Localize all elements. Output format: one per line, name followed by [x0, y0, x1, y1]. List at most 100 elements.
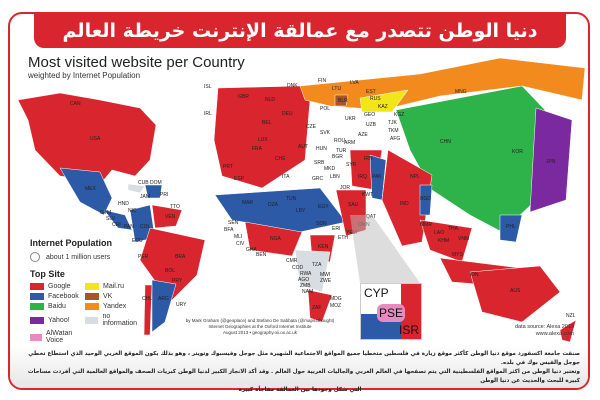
country-label: TJK	[388, 120, 398, 126]
legend-label: Google	[48, 283, 71, 290]
country-label: SRB	[314, 160, 325, 166]
country-label: AUS	[510, 288, 521, 294]
country-label: ISL	[204, 84, 212, 90]
data-source-label: data source: Alexa 2013	[515, 324, 575, 330]
country-label: MAR	[242, 200, 254, 206]
country-label: TZA	[312, 262, 322, 268]
map-subtitle: weighted by Internet Population	[28, 71, 141, 80]
country-label: LTU	[332, 86, 341, 92]
country-label: GRC	[312, 176, 324, 182]
legend-label: Baidu	[48, 303, 66, 310]
inset-label-pse: PSE	[379, 306, 404, 320]
country-label: PRT	[223, 164, 233, 170]
country-label: EGY	[318, 204, 329, 210]
legend-item: Yandex	[85, 303, 145, 310]
hexagon-cluster-icon	[30, 252, 40, 262]
country-label: MMR	[420, 222, 432, 228]
country-label: ECU	[132, 238, 143, 244]
country-label: GBR	[238, 94, 249, 100]
country-label: POL	[320, 106, 330, 112]
legend-label: VK	[103, 293, 113, 300]
country-label: IND	[400, 201, 409, 207]
legend-label: AlWatan Voice	[46, 330, 73, 344]
legend-item: AlWatan Voice	[30, 330, 85, 344]
legend-label: Yahoo!	[48, 316, 70, 324]
country-label: SYR	[346, 162, 357, 168]
country-label: MKD	[324, 166, 336, 172]
country-label: PER	[138, 254, 149, 260]
article-panel	[10, 345, 588, 388]
country-label: DNK	[287, 83, 298, 89]
country-label: UZB	[366, 122, 377, 128]
region-japan	[529, 107, 573, 213]
country-label: BGR	[332, 154, 343, 160]
region-india	[381, 149, 433, 247]
country-label: MNG	[455, 89, 467, 95]
country-label: TUN	[286, 196, 297, 202]
region-belarus	[334, 94, 349, 107]
country-label: MOZ	[330, 303, 341, 309]
country-label: TTO	[170, 204, 180, 210]
country-label: TUR	[336, 148, 347, 154]
credits-institute: Internet Geographies at the Oxford Inter…	[208, 324, 312, 329]
region-philippines	[499, 214, 523, 243]
region-north-america	[17, 92, 157, 183]
country-label: VNM	[458, 236, 469, 242]
country-label: CUB	[138, 180, 149, 186]
country-label: HUN	[316, 146, 327, 152]
country-label: COL	[140, 224, 151, 230]
legend-item: no information	[85, 313, 145, 327]
country-label: CHE	[275, 156, 286, 162]
country-label: AUT	[298, 144, 308, 150]
legend-swatch	[85, 303, 99, 310]
country-label: PRY	[172, 278, 183, 284]
country-label: JPN	[546, 159, 556, 165]
country-label: KGZ	[394, 112, 404, 118]
palestine-inset: CYP PSE ISR	[360, 283, 422, 340]
country-label: SDN	[316, 221, 327, 227]
country-label: FRA	[252, 146, 263, 152]
country-label: ZAF	[312, 305, 321, 311]
country-label: ARG	[158, 296, 169, 302]
country-label: RUS	[370, 96, 381, 102]
legend-swatch	[85, 316, 99, 324]
country-label: JAM	[140, 194, 150, 200]
country-label: KHM	[438, 238, 449, 244]
country-label: LBY	[296, 208, 306, 214]
legend: Internet Population about 1 million user…	[30, 238, 170, 344]
country-label: IDN	[470, 272, 479, 278]
region-nigeria	[244, 221, 303, 257]
country-label: LUX	[258, 137, 268, 143]
country-label: CHN	[440, 139, 451, 145]
region-cuba	[127, 183, 146, 194]
region-kazakhstan	[359, 89, 409, 113]
country-label: CAN	[70, 101, 81, 107]
country-label: CHL	[142, 296, 152, 302]
country-label: BLR	[338, 98, 348, 104]
country-label: LBN	[330, 174, 340, 180]
data-source: data source: Alexa 2013 www.alexa.com	[515, 324, 574, 338]
country-label: AZE	[358, 132, 368, 138]
country-label: SAU	[348, 202, 359, 208]
region-central-america	[103, 209, 133, 231]
country-label: ZMB	[300, 283, 311, 289]
map-title: Most visited website per Country	[28, 54, 245, 71]
country-label: MEX	[85, 186, 97, 192]
country-label: AFG	[390, 136, 400, 142]
country-label: ERI	[332, 226, 340, 232]
country-label: NPL	[410, 174, 420, 180]
country-label: DZA	[268, 202, 279, 208]
country-label: UKR	[345, 116, 356, 122]
country-label: CRI	[112, 222, 121, 228]
legend-item: Facebook	[30, 293, 85, 300]
legend-label: no information	[102, 313, 138, 327]
country-label: NAM	[302, 289, 313, 295]
legend-item: Baidu	[30, 303, 85, 310]
country-label: DOM	[150, 180, 162, 186]
legend-item: Google	[30, 283, 85, 290]
region-east-africa	[294, 249, 331, 293]
inset-label-isr: ISR	[399, 323, 420, 337]
legend-swatch	[85, 293, 99, 300]
article-line-3: التي شكل وجودها بين العمالقة مفاجأة كبير…	[238, 387, 362, 393]
